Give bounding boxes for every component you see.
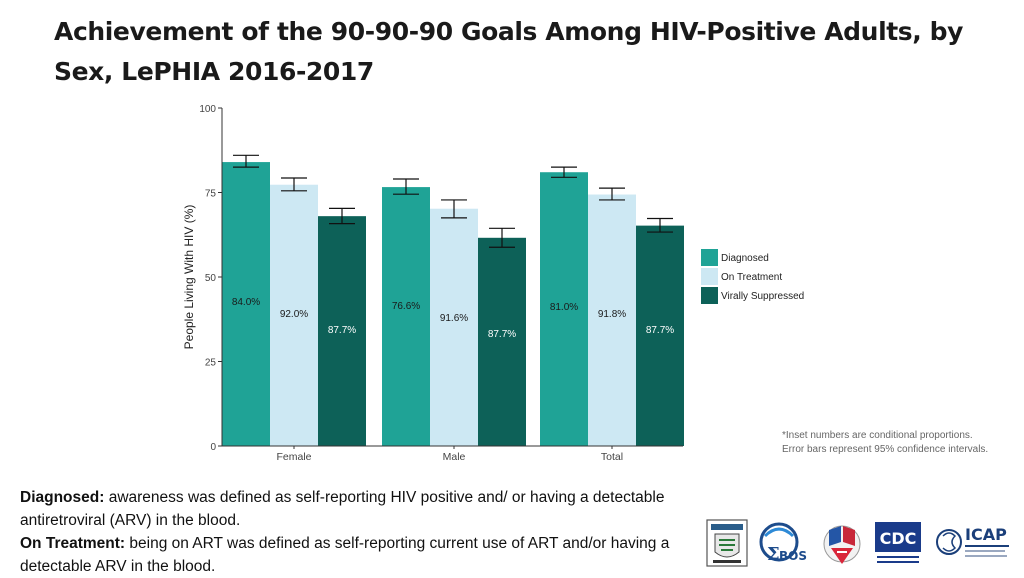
bar-female-diagnosed — [222, 162, 270, 446]
legend-swatch-diagnosed — [701, 249, 718, 266]
data-label-female-on-treatment: 92.0% — [280, 309, 308, 320]
y-tick-label-0: 0 — [210, 442, 216, 453]
x-tick-label-total: Total — [601, 451, 623, 463]
data-label-total-diagnosed: 81.0% — [550, 302, 578, 313]
bar-male-virally-suppressed — [478, 237, 526, 446]
data-label-male-on-treatment: 91.6% — [440, 313, 468, 324]
bar-male-on-treatment — [430, 208, 478, 446]
definition-text-diagnosed: awareness was defined as self-reporting … — [20, 489, 665, 529]
bureau-of-statistics-logo: Σ BOS — [759, 522, 807, 565]
svg-text:Σ: Σ — [767, 544, 780, 565]
y-tick-label-25: 25 — [205, 358, 217, 369]
legend-swatch-virally-suppressed — [701, 287, 718, 304]
y-axis-label: People Living With HIV (%) — [182, 205, 196, 350]
bos-logo-text: BOS — [779, 549, 807, 563]
legend-swatch-on-treatment — [701, 268, 718, 285]
definition-on-treatment: On Treatment: being on ART was defined a… — [20, 532, 700, 578]
data-label-total-on-treatment: 91.8% — [598, 309, 626, 320]
legend-label-on-treatment: On Treatment — [721, 272, 782, 283]
definition-term-diagnosed: Diagnosed: — [20, 489, 105, 506]
icap-logo-text: ICAP — [965, 525, 1007, 544]
page-title: Achievement of the 90-90-90 Goals Among … — [54, 17, 964, 86]
definitions: Diagnosed: awareness was defined as self… — [20, 486, 700, 578]
y-tick-label-50: 50 — [205, 273, 217, 284]
data-label-male-virally-suppressed: 87.7% — [488, 329, 516, 340]
bar-female-on-treatment — [270, 184, 318, 446]
pepfar-flags-logo — [823, 525, 861, 564]
data-label-female-virally-suppressed: 87.7% — [328, 325, 356, 336]
bar-total-on-treatment — [588, 194, 636, 446]
definition-diagnosed: Diagnosed: awareness was defined as self… — [20, 486, 700, 532]
bar-total-virally-suppressed — [636, 225, 684, 446]
cdc-logo-text: CDC — [880, 529, 917, 548]
definition-text-on-treatment: being on ART was defined as self-reporti… — [20, 535, 670, 575]
y-tick-label-75: 75 — [205, 189, 217, 200]
data-label-female-diagnosed: 84.0% — [232, 297, 260, 308]
legend-label-virally-suppressed: Virally Suppressed — [721, 291, 804, 302]
x-tick-label-male: Male — [443, 451, 466, 463]
partner-logos: Σ BOS CDC ICAP — [705, 518, 1020, 570]
ministry-of-health-logo — [706, 519, 748, 567]
legend-label-diagnosed: Diagnosed — [721, 253, 769, 264]
bar-male-diagnosed — [382, 187, 430, 447]
cdc-logo: CDC — [875, 522, 921, 563]
footnote-line-2: Error bars represent 95% confidence inte… — [782, 444, 989, 455]
bar-chart: 84.0% 92.0% 87.7% 76.6% 91.6% 87.7% 81.0% 91.8%… — [182, 104, 804, 463]
definition-term-on-treatment: On Treatment: — [20, 535, 126, 552]
y-tick-label-100: 100 — [199, 104, 216, 115]
bar-total-diagnosed — [540, 172, 588, 446]
data-label-total-virally-suppressed: 87.7% — [646, 325, 674, 336]
chart-footnote: *Inset numbers are conditional proportio… — [782, 429, 988, 457]
icap-logo: ICAP — [936, 525, 1009, 557]
x-tick-label-female: Female — [276, 451, 311, 463]
chart-legend: Diagnosed On Treatment Virally Suppressed — [701, 249, 804, 304]
footnote-line-1: *Inset numbers are conditional proportio… — [782, 430, 973, 441]
data-label-male-diagnosed: 76.6% — [392, 301, 420, 312]
bar-female-virally-suppressed — [318, 216, 366, 446]
